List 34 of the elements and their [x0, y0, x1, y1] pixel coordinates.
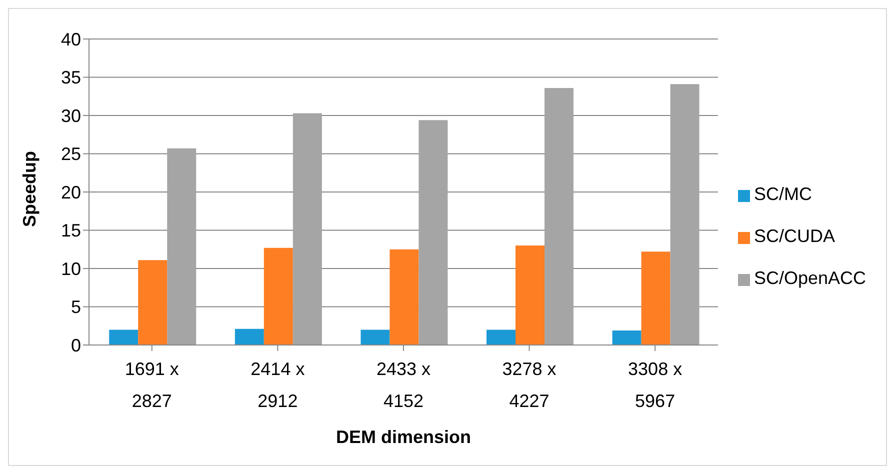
legend-label: SC/CUDA: [754, 226, 835, 246]
bar: [486, 330, 516, 345]
bar: [418, 120, 448, 345]
bar: [167, 148, 196, 345]
bar: [612, 330, 642, 345]
bar: [264, 248, 293, 345]
y-tick-label: 25: [60, 144, 81, 164]
y-tick-label: 0: [70, 335, 81, 356]
y-tick-label: 15: [60, 220, 81, 241]
x-axis-title: DEM dimension: [336, 427, 471, 447]
legend-label: SC/MC: [754, 184, 812, 204]
bar: [292, 113, 322, 345]
y-tick-label: 5: [70, 297, 81, 318]
bar: [641, 252, 670, 345]
bar: [544, 88, 574, 345]
x-tick-label: 3308 x 5967: [628, 359, 682, 411]
bar: [670, 84, 700, 345]
x-tick-label: 2414 x 2912: [250, 359, 305, 411]
y-tick-label: 35: [60, 68, 81, 88]
y-tick-label: 10: [60, 258, 81, 279]
x-tick-label: 1691 x 2827: [124, 359, 179, 411]
bar: [390, 249, 419, 345]
legend-label: SC/OpenACC: [754, 268, 866, 288]
x-tick-label: 2433 x 4152: [376, 359, 430, 411]
bar: [234, 328, 264, 345]
y-tick-label: 20: [60, 182, 81, 202]
bar: [516, 246, 544, 345]
bar: [360, 330, 390, 345]
y-axis-title: Speedup: [19, 150, 40, 227]
x-tick-label: 3278 x 4227: [502, 359, 556, 411]
y-tick-label: 40: [60, 29, 81, 50]
y-tick-label: 30: [60, 106, 81, 126]
bar: [138, 260, 168, 345]
bar: [109, 330, 138, 345]
